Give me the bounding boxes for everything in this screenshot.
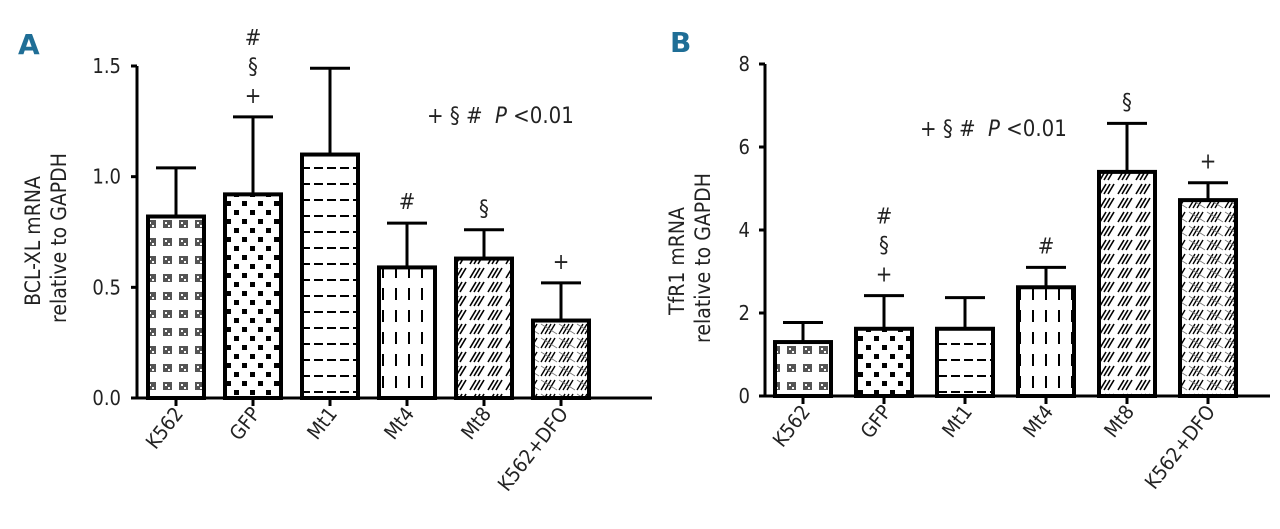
significance-mark: §: [1122, 90, 1132, 115]
y-axis-label-a: BCL-XL mRNA relative to GAPDH: [21, 153, 71, 323]
x-category-label: Mt4: [379, 402, 419, 444]
panel-label-a: A: [18, 28, 40, 61]
x-category-label: GFP: [224, 402, 265, 445]
annotation-p-rest-b: <0.01: [1006, 117, 1067, 142]
y-axis-label-a-line2: relative to GAPDH: [47, 153, 71, 323]
significance-mark: #: [399, 190, 416, 215]
annotation-p-rest-a: <0.01: [513, 104, 574, 129]
x-category-label: K562+DFO: [493, 402, 573, 495]
y-axis-label-b: TfR1 mRNA relative to GAPDH: [665, 173, 715, 343]
y-axis-label-a-line1: BCL-XL mRNA: [21, 176, 45, 306]
plot-area-b: 0 2 4 6 8 K562 + § # GFP Mt1 # Mt4 § Mt8 + K562+DFO: [739, 52, 1270, 494]
x-category-label: Mt4: [1018, 400, 1058, 442]
bar-mt4: [1016, 285, 1076, 398]
x-category-label: K562: [141, 402, 188, 453]
y-axis-label-b-line2: relative to GAPDH: [691, 173, 715, 343]
y-tick-label: 4: [739, 218, 750, 242]
bar-mt8: [454, 256, 514, 400]
bar-mt8: [1097, 169, 1157, 398]
bar-k562-dfo: [1178, 198, 1238, 398]
panel-label-b: B: [670, 26, 691, 59]
bar-gfp: [223, 192, 283, 400]
significance-mark: +: [1200, 150, 1217, 175]
bar-k562: [146, 214, 206, 400]
y-tick-label: 0.5: [92, 275, 121, 299]
y-tick-label: 1.5: [92, 54, 121, 78]
bar-mt1: [935, 326, 995, 398]
significance-mark: #: [245, 26, 262, 51]
plot-area-a: 0.0 0.5 1.0 1.5 K562 + § # GFP Mt1 # Mt4 § Mt8 + K562+D…: [92, 26, 652, 496]
bar-gfp: [854, 326, 914, 398]
significance-mark: §: [479, 197, 489, 222]
x-category-label: GFP: [855, 400, 896, 443]
y-axis-label-b-line1: TfR1 mRNA: [665, 207, 689, 316]
bar-k562: [773, 340, 833, 398]
y-tick-label: 2: [739, 301, 750, 325]
significance-mark: #: [1038, 234, 1055, 259]
significance-mark: #: [876, 205, 893, 230]
significance-mark: +: [876, 263, 893, 288]
annotation-symbols-b: + § #: [920, 117, 976, 142]
x-category-label: K562+DFO: [1140, 400, 1220, 493]
y-tick-label: 0: [739, 384, 750, 408]
bar-mt1: [300, 152, 360, 400]
y-tick-label: 1.0: [92, 165, 121, 189]
y-tick-label: 0.0: [92, 386, 121, 410]
y-tick-label: 8: [739, 52, 750, 76]
annotation-p-letter-b: P: [988, 117, 1000, 142]
significance-annotation-a: + § # P <0.01: [427, 104, 574, 129]
y-tick-label: 6: [739, 135, 750, 159]
bar-k562-dfo: [531, 318, 591, 400]
annotation-symbols-a: + § #: [427, 104, 483, 129]
significance-mark: §: [879, 234, 889, 259]
significance-mark: +: [245, 84, 262, 109]
bar-mt4: [377, 265, 437, 400]
x-category-label: K562: [768, 400, 815, 451]
x-category-label: Mt8: [1099, 400, 1139, 442]
significance-mark: +: [553, 250, 570, 275]
significance-annotation-b: + § # P <0.01: [920, 117, 1067, 142]
x-category-label: Mt1: [302, 402, 342, 444]
x-category-label: Mt1: [937, 400, 977, 442]
significance-mark: §: [248, 55, 258, 80]
annotation-p-letter-a: P: [495, 104, 507, 129]
panel-b: B TfR1 mRNA relative to GAPDH + § # P <0…: [665, 26, 1270, 494]
x-category-label: Mt8: [456, 402, 496, 444]
panel-a: A BCL-XL mRNA relative to GAPDH + § # P …: [18, 26, 652, 496]
